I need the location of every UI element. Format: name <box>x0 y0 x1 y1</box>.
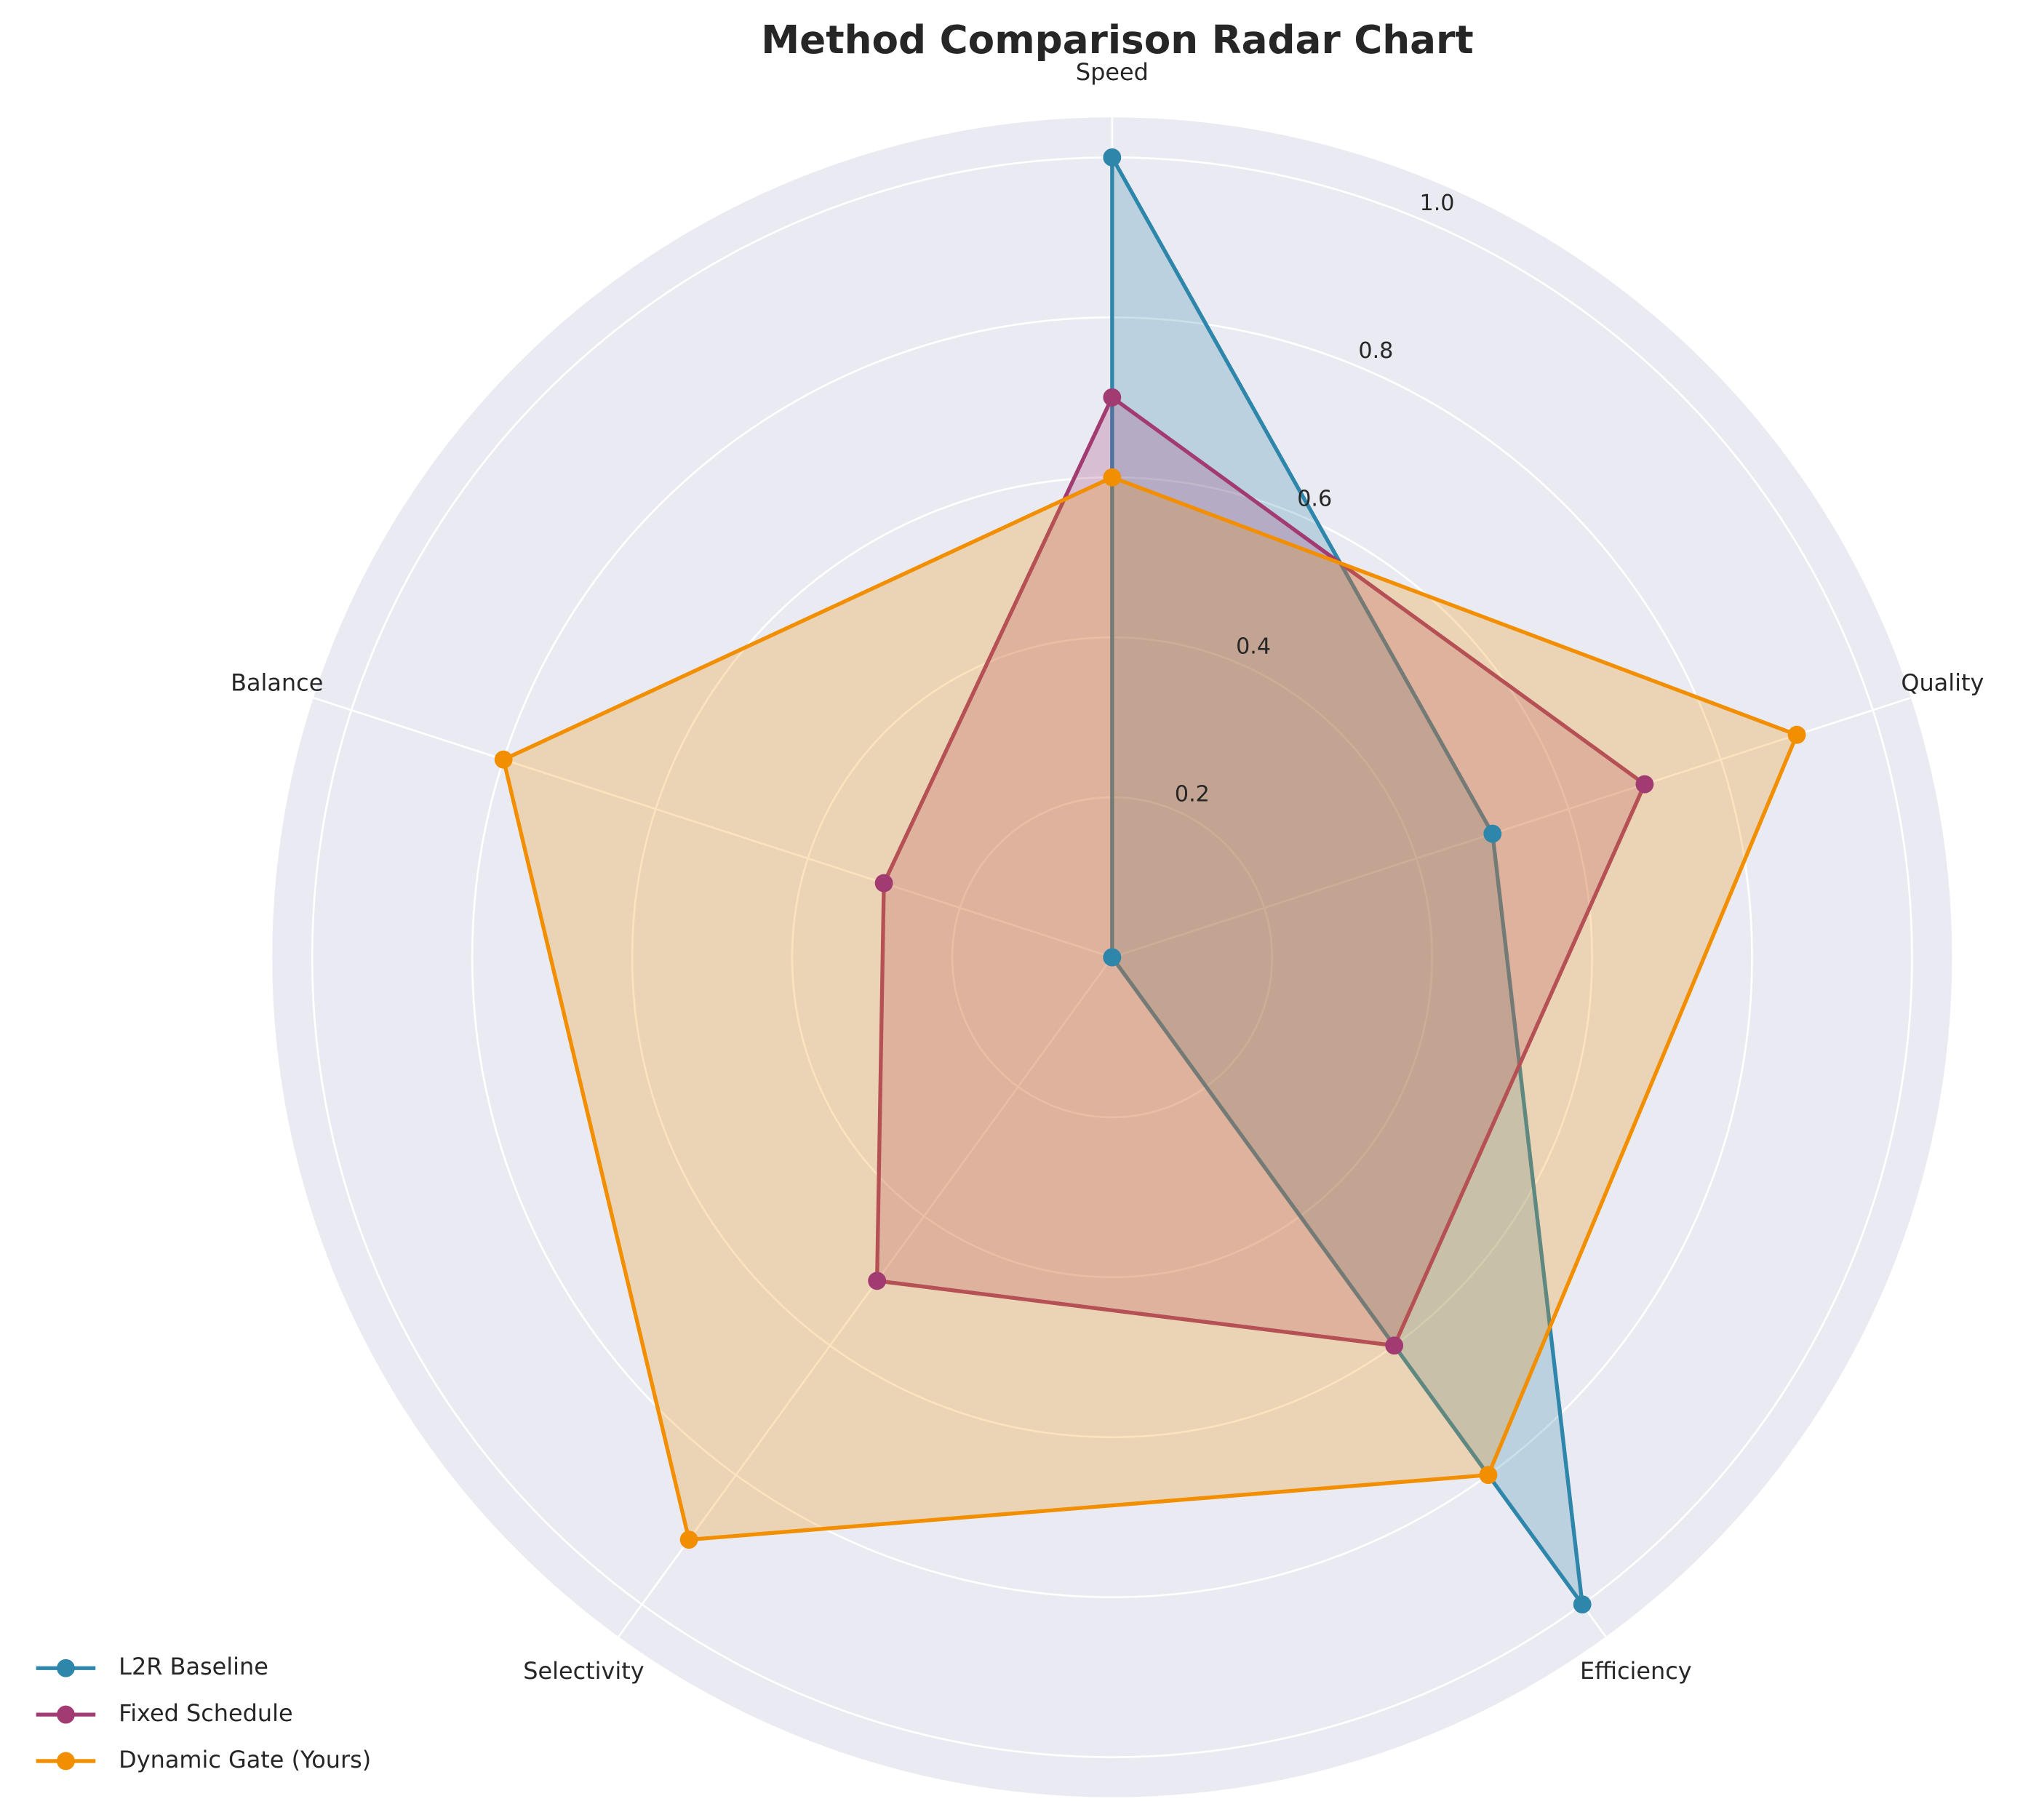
category-label: Speed <box>1076 58 1149 86</box>
data-point <box>679 1530 698 1549</box>
legend-label: L2R Baseline <box>119 1653 268 1680</box>
data-point <box>1635 775 1654 794</box>
legend-label: Dynamic Gate (Yours) <box>119 1746 371 1773</box>
legend-marker <box>57 1705 75 1724</box>
data-point <box>1573 1595 1592 1614</box>
legend-label: Fixed Schedule <box>119 1699 292 1727</box>
spoke <box>313 696 1113 959</box>
series-area <box>875 395 1647 1348</box>
legend-marker <box>57 1752 75 1771</box>
radial-tick-label: 0.6 <box>1297 486 1332 511</box>
radial-tick-label: 0.8 <box>1358 338 1393 364</box>
data-point <box>874 874 893 893</box>
spoke <box>618 957 1113 1637</box>
data-point <box>1103 388 1122 407</box>
legend-marker <box>57 1659 75 1677</box>
data-point <box>1103 948 1122 967</box>
category-label: Balance <box>231 669 323 697</box>
chart-title: Method Comparison Radar Chart <box>761 17 1473 63</box>
data-point <box>1483 824 1502 843</box>
data-point <box>1103 468 1122 487</box>
radial-tick-label: 0.2 <box>1175 782 1210 807</box>
data-point <box>494 750 513 769</box>
radial-tick-label: 0.4 <box>1236 634 1271 659</box>
data-point <box>1787 725 1806 744</box>
data-point <box>1103 148 1122 167</box>
series-area <box>501 475 1799 1542</box>
spoke <box>1112 696 1912 959</box>
category-label: Quality <box>1901 669 1984 697</box>
data-point <box>1385 1336 1404 1355</box>
data-point <box>868 1272 887 1290</box>
radial-tick-label: 1.0 <box>1420 191 1455 216</box>
category-label: Efficiency <box>1580 1657 1692 1685</box>
category-label: Selectivity <box>523 1657 644 1685</box>
data-point <box>1479 1466 1498 1485</box>
